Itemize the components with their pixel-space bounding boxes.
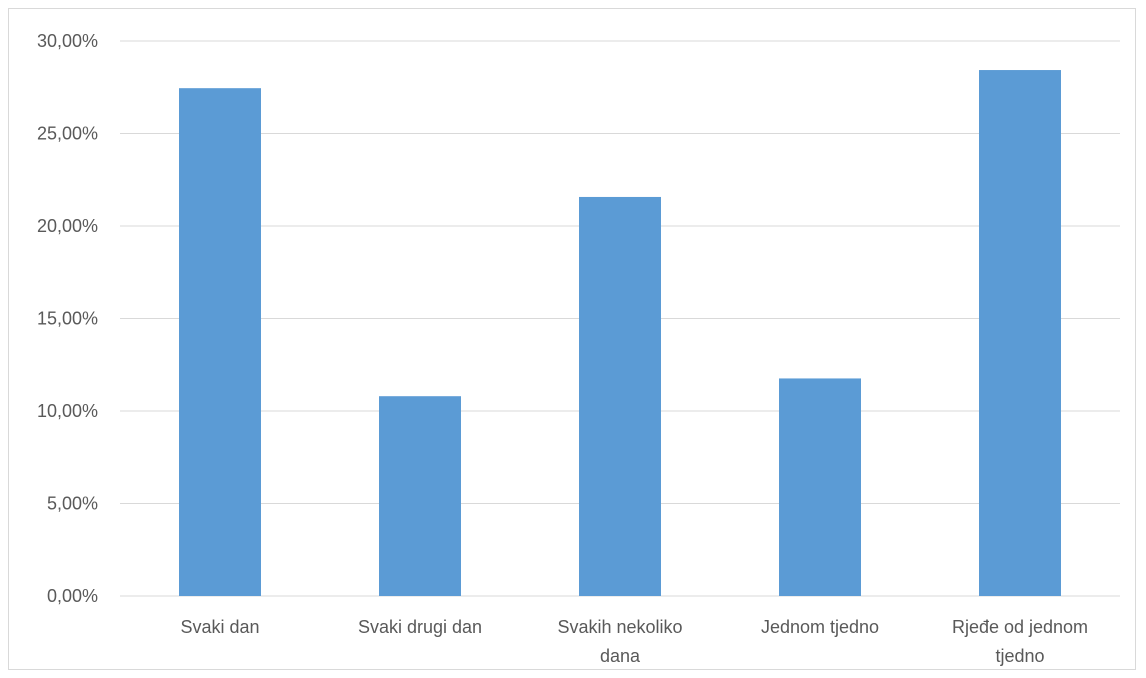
bar bbox=[779, 378, 861, 596]
y-tick-label: 25,00% bbox=[37, 124, 98, 144]
y-axis-tick-labels: 0,00% 5,00% 10,00% 15,00% 20,00% 25,00% 30,00% bbox=[37, 31, 98, 606]
x-category-label-line: Svakih nekoliko bbox=[557, 617, 682, 637]
x-category-label-line: dana bbox=[600, 646, 641, 666]
bar bbox=[179, 88, 261, 597]
y-tick-label: 15,00% bbox=[37, 309, 98, 329]
y-tick-label: 20,00% bbox=[37, 216, 98, 236]
x-category-label: Jednom tjedno bbox=[761, 617, 879, 637]
y-tick-label: 10,00% bbox=[37, 401, 98, 421]
bar bbox=[979, 70, 1061, 597]
x-category-label: Svaki dan bbox=[180, 617, 259, 637]
x-axis-category-labels: Svaki dan Svaki drugi dan Svakih nekoliko d… bbox=[180, 617, 1088, 666]
x-category-label: Svaki drugi dan bbox=[358, 617, 482, 637]
y-tick-label: 30,00% bbox=[37, 31, 98, 51]
x-category-label: Svakih nekoliko dana bbox=[557, 617, 682, 666]
x-category-label-line: tjedno bbox=[995, 646, 1044, 666]
x-category-label-line: Svaki dan bbox=[180, 617, 259, 637]
x-category-label-line: Rjeđe od jednom bbox=[952, 617, 1088, 637]
y-tick-label: 0,00% bbox=[47, 586, 98, 606]
x-category-label-line: Svaki drugi dan bbox=[358, 617, 482, 637]
bars bbox=[179, 70, 1061, 597]
x-category-label-line: Jednom tjedno bbox=[761, 617, 879, 637]
bar bbox=[579, 196, 661, 596]
x-category-label: Rjeđe od jednom tjedno bbox=[952, 617, 1088, 666]
bar bbox=[379, 396, 461, 596]
y-tick-label: 5,00% bbox=[47, 494, 98, 514]
